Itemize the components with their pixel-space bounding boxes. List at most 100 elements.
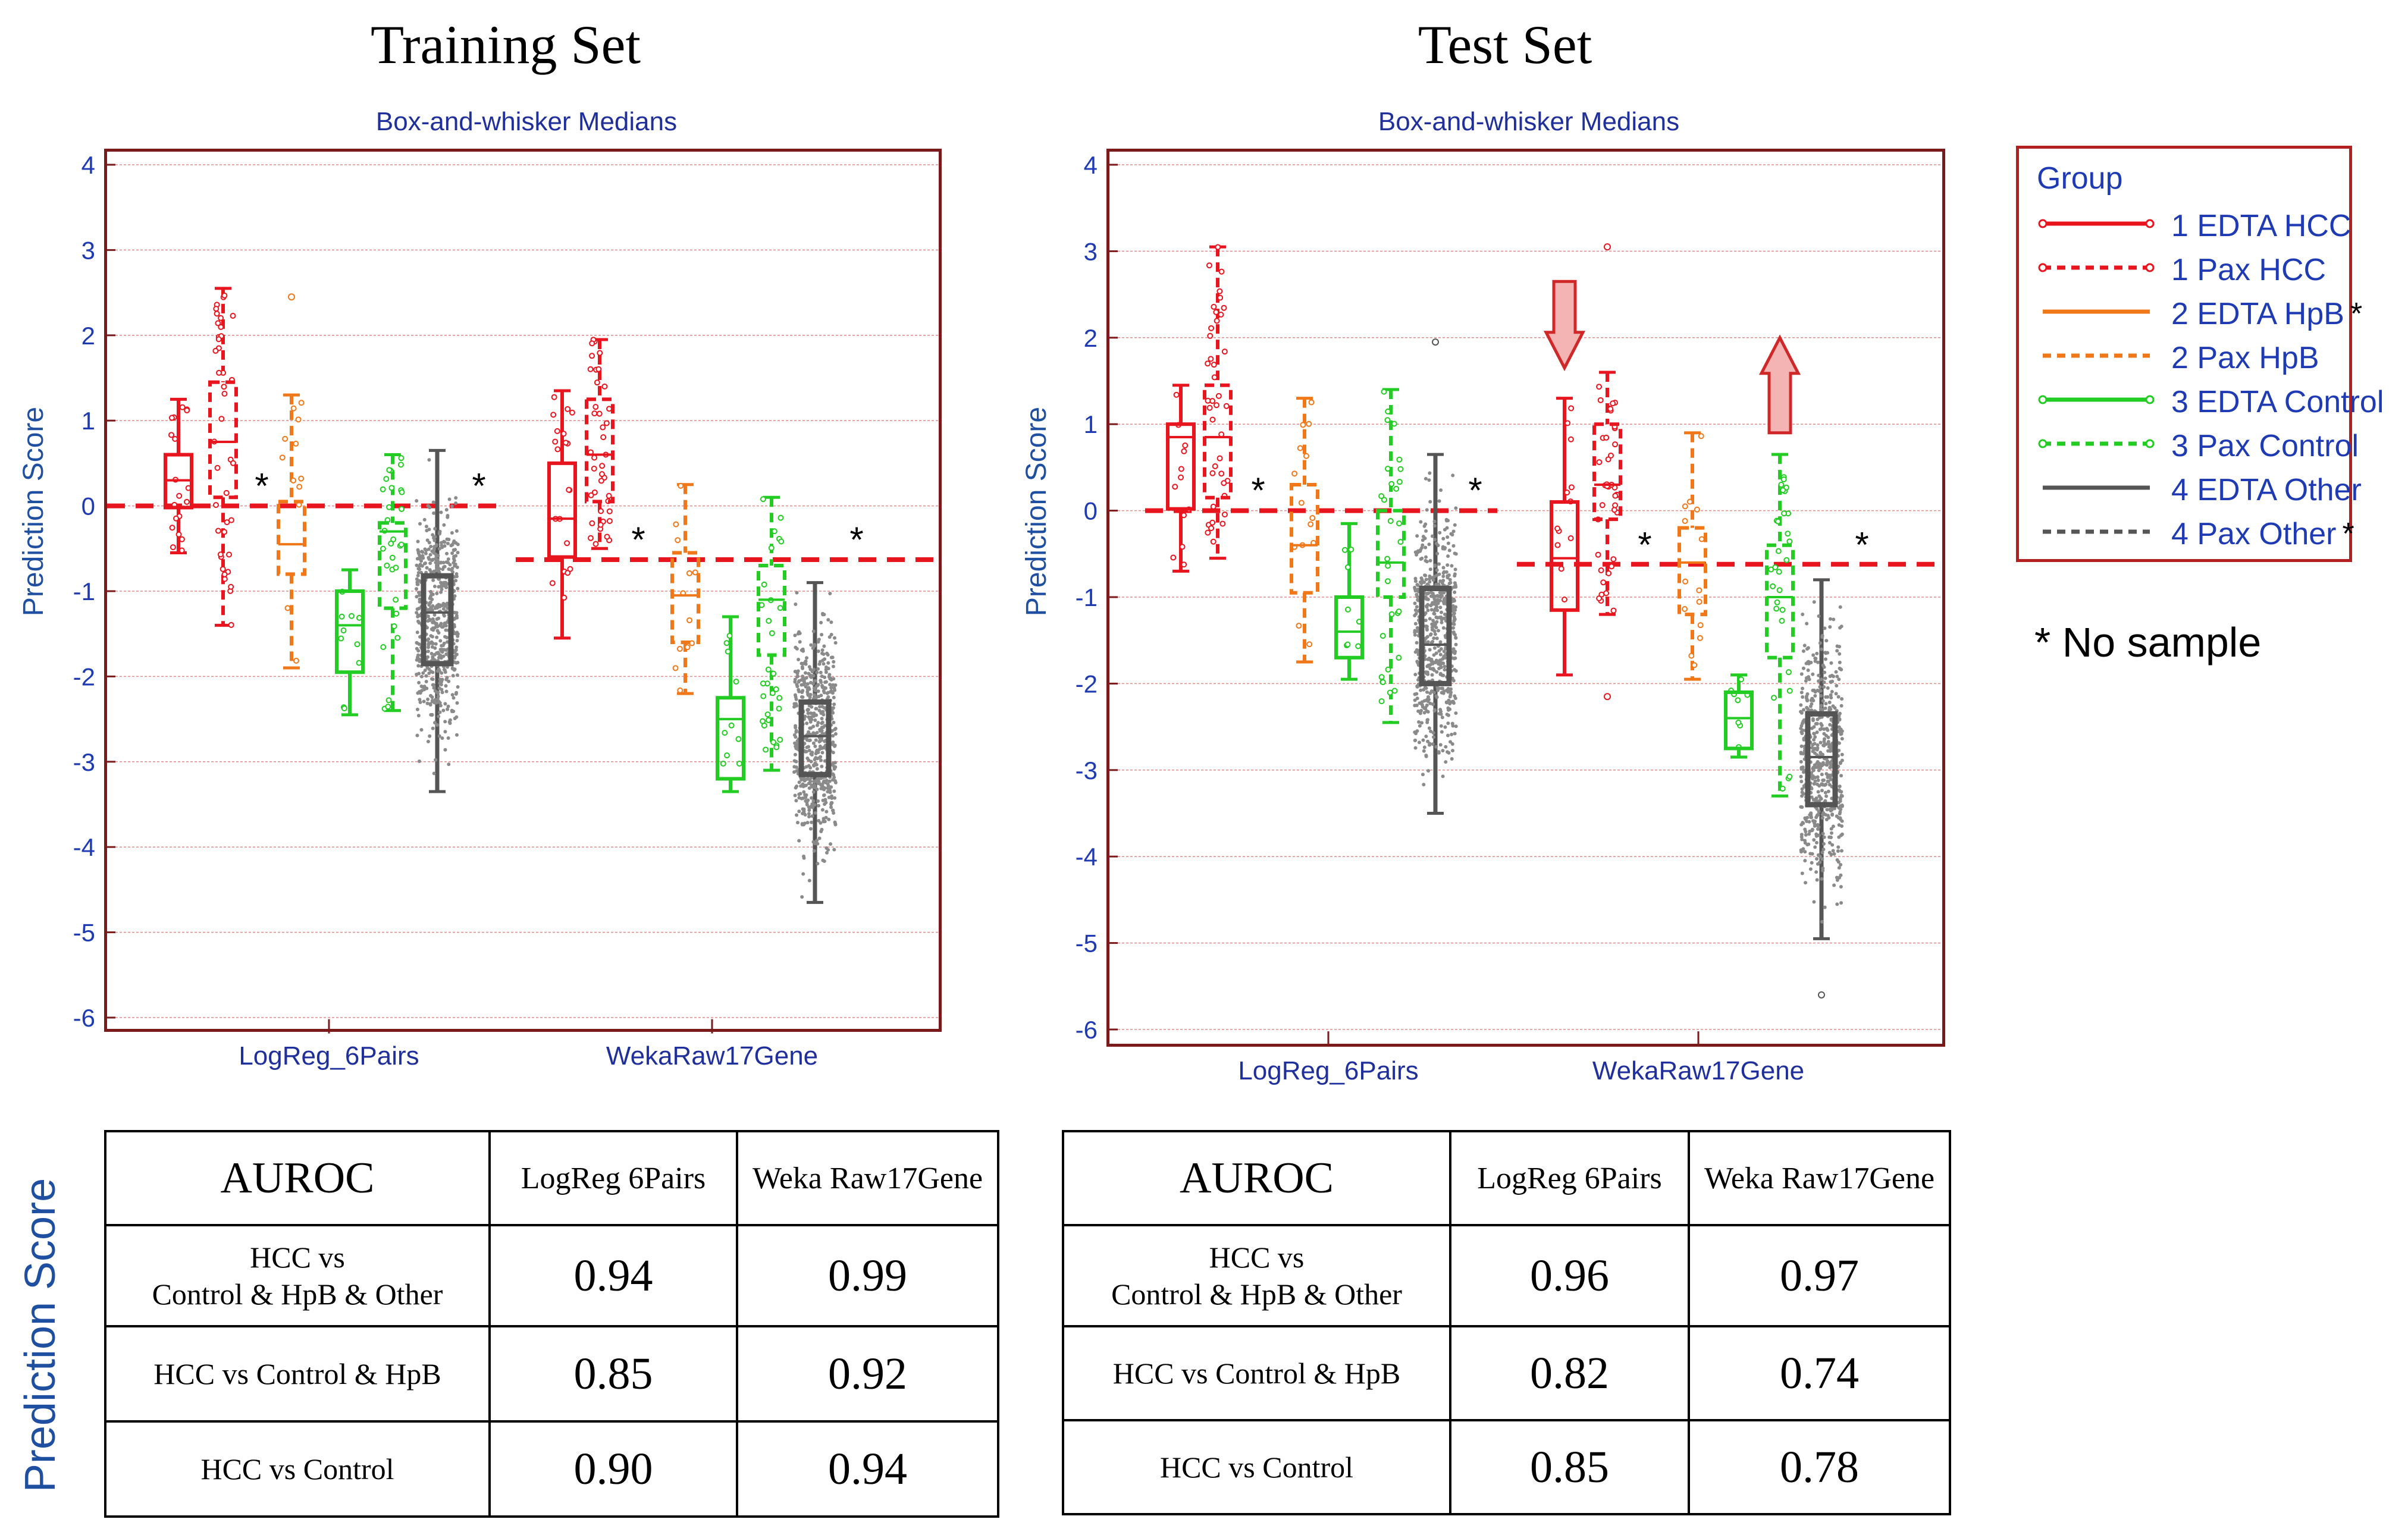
data-point (1438, 708, 1443, 712)
data-point (416, 664, 421, 668)
data-point (435, 629, 440, 633)
data-point (1209, 416, 1216, 423)
data-point (1804, 695, 1808, 699)
data-point (1838, 652, 1842, 656)
data-point (606, 518, 613, 525)
data-point (1839, 901, 1843, 905)
data-point (442, 613, 446, 617)
data-point (763, 746, 769, 753)
data-point (450, 693, 454, 697)
data-point (431, 500, 435, 504)
data-point (442, 580, 446, 585)
data-point (1840, 697, 1844, 701)
data-point (184, 407, 190, 414)
data-point (824, 850, 829, 855)
data-point (1434, 615, 1438, 619)
data-point (1432, 601, 1437, 605)
data-point (1432, 735, 1436, 739)
data-point (1835, 858, 1839, 862)
y-tick-label: -6 (73, 1004, 95, 1032)
data-point (398, 455, 405, 462)
data-point (1816, 862, 1820, 866)
data-point (1447, 573, 1451, 577)
data-point (1821, 866, 1825, 870)
data-point (805, 745, 809, 749)
data-point (296, 484, 303, 490)
data-point (1434, 745, 1438, 749)
data-point (736, 760, 742, 767)
data-point (797, 688, 801, 692)
outlier-point (288, 293, 295, 301)
data-point (341, 705, 347, 712)
data-point (677, 687, 683, 693)
data-point (415, 672, 419, 676)
data-point (1450, 742, 1454, 746)
box (1290, 482, 1319, 595)
data-point (1427, 726, 1431, 730)
data-point (221, 391, 228, 397)
data-point (1610, 607, 1617, 614)
data-point (1205, 360, 1211, 367)
data-point (432, 584, 437, 588)
data-point (1770, 695, 1777, 701)
data-point (1838, 605, 1842, 609)
data-point (1438, 652, 1443, 657)
auroc-value: 0.90 (488, 1420, 738, 1518)
data-point (417, 621, 421, 625)
legend-swatch (2038, 395, 2155, 404)
data-point (430, 597, 434, 601)
data-point (432, 771, 436, 776)
data-point (439, 510, 443, 514)
data-point (1440, 730, 1444, 734)
data-point (1816, 660, 1820, 664)
data-point (446, 707, 450, 711)
data-point (1419, 688, 1423, 692)
row-label-line2: Control & HpB & Other (152, 1277, 443, 1311)
data-point (803, 813, 807, 817)
side-prediction-score-label: Prediction Score (17, 1178, 64, 1493)
data-point (1839, 885, 1843, 889)
data-point (1836, 845, 1841, 849)
data-point (589, 340, 595, 347)
auroc-value: 0.94 (736, 1420, 999, 1518)
data-point (1799, 690, 1804, 695)
data-point (1431, 742, 1435, 746)
data-point (397, 462, 404, 468)
box (757, 563, 786, 657)
data-point (1421, 535, 1425, 539)
data-point (807, 815, 811, 819)
data-point (765, 666, 772, 673)
data-point (588, 492, 594, 498)
data-point (1840, 737, 1844, 741)
data-point (684, 644, 691, 651)
data-point (604, 533, 610, 540)
data-point (447, 762, 451, 767)
data-point (1817, 768, 1821, 773)
x-category-label: WekaRaw17Gene (606, 1041, 818, 1071)
data-point (1822, 835, 1826, 839)
data-point (1817, 794, 1821, 798)
data-point (1801, 612, 1805, 616)
data-point (1813, 746, 1817, 751)
data-point (1779, 607, 1786, 613)
data-point (1770, 583, 1776, 589)
legend-swatch (2038, 263, 2155, 272)
data-point (1381, 497, 1387, 503)
data-point (1824, 639, 1829, 643)
data-point (1827, 745, 1831, 749)
data-point (1205, 529, 1211, 536)
data-point (589, 520, 595, 526)
data-point (764, 711, 771, 718)
data-point (1801, 821, 1805, 825)
data-point (168, 415, 175, 421)
data-point (416, 653, 420, 657)
data-point (606, 492, 612, 499)
data-point (1821, 842, 1826, 846)
data-point (1596, 459, 1603, 466)
data-point (431, 533, 435, 537)
data-point (566, 486, 572, 493)
data-point (1211, 303, 1217, 310)
data-point (1216, 288, 1223, 294)
data-point (831, 734, 835, 738)
data-point (1440, 686, 1444, 690)
